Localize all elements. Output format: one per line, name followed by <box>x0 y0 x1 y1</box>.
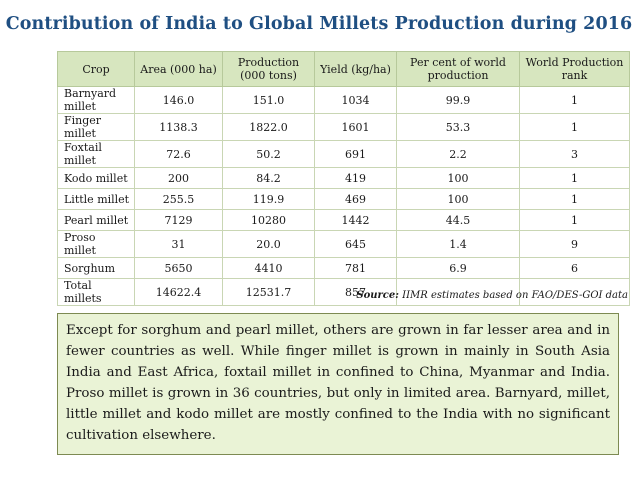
cell-production: 151.0 <box>222 86 315 114</box>
header-yield: Yield (kg/ha) <box>314 51 397 87</box>
cell-rank: 6 <box>519 257 630 279</box>
cell-production: 50.2 <box>222 140 315 168</box>
cell-crop: Sorghum <box>57 257 135 279</box>
table-row: Foxtail millet 72.6 50.2 691 2.2 3 <box>57 140 630 168</box>
cell-yield: 469 <box>314 188 397 210</box>
header-crop: Crop <box>57 51 135 87</box>
cell-yield: 419 <box>314 167 397 189</box>
cell-production: 1822.0 <box>222 113 315 141</box>
cell-yield: 1034 <box>314 86 397 114</box>
cell-crop: Kodo millet <box>57 167 135 189</box>
cell-percent: 99.9 <box>396 86 520 114</box>
cell-percent: 44.5 <box>396 209 520 231</box>
cell-crop: Little millet <box>57 188 135 210</box>
cell-production: 10280 <box>222 209 315 231</box>
page-title: Contribution of India to Global Millets … <box>5 14 633 34</box>
table-row: Proso millet 31 20.0 645 1.4 9 <box>57 230 630 258</box>
cell-percent: 1.4 <box>396 230 520 258</box>
table-row: Little millet 255.5 119.9 469 100 1 <box>57 188 630 210</box>
cell-area: 146.0 <box>134 86 223 114</box>
source-note: Source: IIMR estimates based on FAO/DES-… <box>356 290 628 301</box>
cell-percent: 100 <box>396 167 520 189</box>
cell-percent: 6.9 <box>396 257 520 279</box>
cell-crop: Total millets <box>57 278 135 306</box>
cell-percent <box>396 278 520 306</box>
cell-production: 119.9 <box>222 188 315 210</box>
cell-yield: 857 <box>314 278 397 306</box>
cell-rank: 1 <box>519 86 630 114</box>
header-percent-world: Per cent of world production <box>396 51 520 87</box>
cell-rank: 1 <box>519 167 630 189</box>
table-row: Sorghum 5650 4410 781 6.9 6 <box>57 257 630 279</box>
source-text: IIMR estimates based on FAO/DES-GOI data <box>402 290 628 301</box>
cell-area: 5650 <box>134 257 223 279</box>
table-header-row: Crop Area (000 ha) Production (000 tons)… <box>57 51 630 87</box>
cell-yield: 1601 <box>314 113 397 141</box>
cell-production: 4410 <box>222 257 315 279</box>
cell-crop: Proso millet <box>57 230 135 258</box>
info-box: Except for sorghum and pearl millet, oth… <box>57 313 619 455</box>
cell-rank <box>519 278 630 306</box>
millets-table: Crop Area (000 ha) Production (000 tons)… <box>57 51 630 306</box>
cell-yield: 781 <box>314 257 397 279</box>
cell-area: 31 <box>134 230 223 258</box>
cell-crop: Barnyard millet <box>57 86 135 114</box>
cell-production: 20.0 <box>222 230 315 258</box>
table-row: Finger millet 1138.3 1822.0 1601 53.3 1 <box>57 113 630 141</box>
cell-yield: 1442 <box>314 209 397 231</box>
cell-percent: 53.3 <box>396 113 520 141</box>
header-production: Production (000 tons) <box>222 51 315 87</box>
cell-production: 84.2 <box>222 167 315 189</box>
cell-rank: 1 <box>519 113 630 141</box>
table-row: Pearl millet 7129 10280 1442 44.5 1 <box>57 209 630 231</box>
cell-yield: 691 <box>314 140 397 168</box>
cell-area: 1138.3 <box>134 113 223 141</box>
table-row: Barnyard millet 146.0 151.0 1034 99.9 1 <box>57 86 630 114</box>
header-area: Area (000 ha) <box>134 51 223 87</box>
table-row: Kodo millet 200 84.2 419 100 1 <box>57 167 630 189</box>
cell-area: 200 <box>134 167 223 189</box>
cell-area: 7129 <box>134 209 223 231</box>
table-total-row: Total millets 14622.4 12531.7 857 <box>57 278 630 306</box>
cell-production: 12531.7 <box>222 278 315 306</box>
header-world-rank: World Production rank <box>519 51 630 87</box>
cell-area: 14622.4 <box>134 278 223 306</box>
cell-rank: 3 <box>519 140 630 168</box>
cell-area: 72.6 <box>134 140 223 168</box>
cell-rank: 1 <box>519 188 630 210</box>
source-label: Source: <box>356 290 399 301</box>
cell-area: 255.5 <box>134 188 223 210</box>
cell-rank: 9 <box>519 230 630 258</box>
cell-percent: 2.2 <box>396 140 520 168</box>
cell-yield: 645 <box>314 230 397 258</box>
cell-crop: Foxtail millet <box>57 140 135 168</box>
cell-rank: 1 <box>519 209 630 231</box>
cell-crop: Pearl millet <box>57 209 135 231</box>
cell-percent: 100 <box>396 188 520 210</box>
cell-crop: Finger millet <box>57 113 135 141</box>
